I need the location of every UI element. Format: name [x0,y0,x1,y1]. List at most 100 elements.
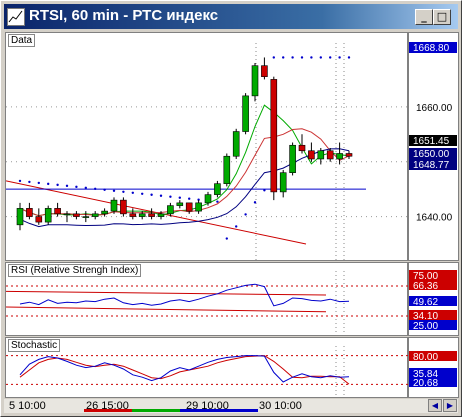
rsi-marker-value: 66.36 [413,281,438,292]
bull-candle [167,205,174,215]
parabolic-sar-dot [291,56,294,59]
parabolic-sar-dot [75,185,78,189]
price-axis-label: 1640.00 [416,213,453,224]
scroll-left-button[interactable]: ◀ [428,399,442,412]
rsi-trendline-lower [6,306,327,313]
parabolic-sar-dot [263,189,266,192]
bull-candle [251,65,259,97]
rsi-marker-value: 34.10 [413,311,438,322]
parabolic-sar-dot [94,187,97,191]
bull-candle [195,202,202,212]
bull-candle [223,155,231,184]
parabolic-sar-dot [56,183,59,187]
parabolic-sar-dot [272,56,275,59]
parabolic-sar-dot [18,179,22,183]
bull-candle [138,213,146,217]
bear-candle [26,208,33,217]
bull-candle [91,213,99,217]
bull-candle [204,194,212,204]
price-chart[interactable]: 1660.00 1640.00 1668.80 1651.45 1650.001648.… [6,33,458,260]
parabolic-sar-dot [188,197,191,200]
price-marker-box [409,159,457,170]
bear-candle [120,199,127,215]
bear-candle [73,213,80,217]
price-marker-value: 1650.00 [413,149,450,160]
stochastic-pane[interactable]: 80.00 35.84 20.68 Stochastic [5,337,459,398]
bull-candle [101,210,108,215]
bull-candle [63,213,71,216]
rsi-marker-value: 25.00 [413,321,438,332]
parabolic-sar-dot [310,56,313,59]
stochastic-d-line [19,355,350,385]
title-bar[interactable]: RTSI, 60 min - РТС индекс _ □ [4,4,458,29]
bull-candle [82,216,90,218]
price-marker-value: 1648.77 [413,160,450,171]
parabolic-sar-dot [244,213,247,216]
parabolic-sar-dot [122,190,125,193]
parabolic-sar-dot [84,186,88,190]
scroll-right-button[interactable]: ▶ [443,399,457,412]
rsi-marker-box [409,296,457,306]
parabolic-sar-dot [150,193,153,196]
moving-average-medium [19,128,350,217]
parabolic-sar-dot [216,200,219,203]
bull-candle [214,183,221,195]
bull-candle [157,213,165,217]
price-marker-box [409,42,457,53]
parabolic-sar-dot [282,56,285,59]
minimize-button[interactable]: _ [415,9,433,25]
parabolic-sar-dot [103,188,106,192]
parabolic-sar-dot [253,201,257,204]
window-title: RTSI, 60 min - РТС индекс [29,7,219,24]
parabolic-sar-dot [329,56,332,59]
parabolic-sar-dot [112,189,116,192]
bull-candle [336,153,343,160]
price-pane-label: Data [8,34,36,47]
parabolic-sar-dot [141,192,144,195]
parabolic-sar-dot [319,56,322,59]
bear-candle [298,144,306,152]
bear-candle [54,208,61,215]
stochastic-pane-label: Stochastic [8,339,61,352]
bear-candle [345,153,353,157]
parabolic-sar-dot [338,56,341,59]
bull-candle [176,202,184,206]
parabolic-sar-dot [300,56,304,59]
price-pane[interactable]: 1660.00 1640.00 1668.80 1651.45 1650.00 1648.… [5,32,459,261]
bull-candle [44,208,52,223]
scroll-segment-green [132,409,180,412]
parabolic-sar-dot [197,198,200,201]
scroll-segment-blue [180,409,258,412]
rsi-trendline-upper [6,290,327,296]
parabolic-sar-dot [37,181,40,185]
moving-average-fast [19,104,350,217]
bear-candle [270,79,278,193]
parabolic-sar-dot [47,182,50,186]
parabolic-sar-dot [235,225,238,228]
parabolic-sar-dot [28,180,31,184]
stochastic-marker-value: 35.84 [413,369,438,380]
bull-candle [317,150,325,160]
price-axis-label: 1660.00 [416,103,453,114]
time-axis-label: 30 10:00 [259,400,302,412]
parabolic-sar-dot [131,191,134,194]
maximize-button[interactable]: □ [433,9,451,25]
bull-candle [289,144,296,173]
stochastic-marker-box [409,368,457,378]
bear-candle [148,213,155,217]
bull-candle [16,208,24,226]
rsi-pane[interactable]: 75.00 66.36 49.62 34.10 25.00 RSI (Relative … [5,262,459,336]
parabolic-sar-dot [159,194,163,197]
rsi-line [19,283,350,307]
rsi-marker-value: 49.62 [413,297,438,308]
stochastic-marker-box [409,377,457,387]
rsi-marker-value: 75.00 [413,271,438,282]
chart-app-icon [7,8,25,26]
rsi-marker-box [409,310,457,320]
parabolic-sar-dot [169,195,172,198]
time-axis-scrollbar[interactable]: 5 10:00 26 15:00 29 10:00 30 10:00 ◀ ▶ [4,399,458,413]
time-axis-label: 5 10:00 [9,400,46,412]
